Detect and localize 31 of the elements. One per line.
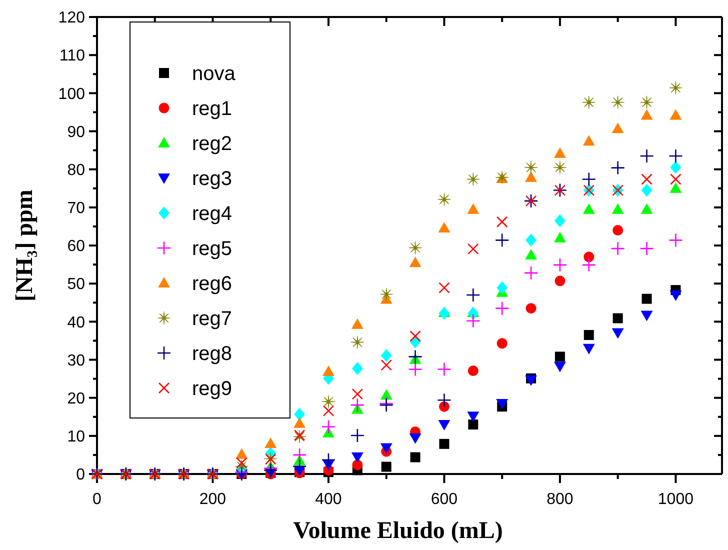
y-axis-title: [NH₃] ppm [12, 190, 38, 302]
y-tick-label: 30 [67, 352, 86, 370]
legend-label: reg3 [192, 168, 232, 190]
y-tick-label: 70 [67, 200, 86, 218]
y-tick-label: 100 [58, 86, 86, 103]
x-tick-label: 400 [315, 491, 342, 508]
legend-label: reg6 [192, 273, 232, 295]
y-tick-label: 50 [67, 276, 86, 294]
legend-label: reg2 [192, 133, 232, 155]
x-tick-label: 800 [546, 491, 574, 508]
legend-label: reg8 [192, 343, 232, 365]
legend-label: reg5 [192, 238, 232, 260]
x-tick-label: 200 [199, 491, 226, 508]
y-tick-label: 80 [67, 162, 86, 179]
x-tick-label: 0 [92, 491, 102, 508]
legend-label: reg4 [192, 203, 232, 225]
x-axis-title: Volume Eluido (mL) [293, 518, 503, 544]
y-tick-label: 10 [67, 428, 86, 446]
x-tick-label: 600 [430, 491, 458, 508]
y-tick-label: 120 [58, 10, 86, 27]
legend-label: reg1 [192, 98, 232, 120]
y-tick-label: 90 [67, 124, 86, 141]
y-tick-label: 0 [76, 466, 86, 484]
y-tick-label: 40 [67, 314, 86, 332]
legend-label: reg7 [192, 308, 232, 330]
x-tick-label: 1000 [658, 491, 694, 508]
y-tick-label: 20 [67, 390, 86, 408]
legend-label: reg9 [192, 378, 232, 400]
legend-label: nova [192, 63, 236, 85]
y-tick-label: 110 [59, 48, 86, 65]
y-tick-label: 60 [67, 238, 86, 256]
